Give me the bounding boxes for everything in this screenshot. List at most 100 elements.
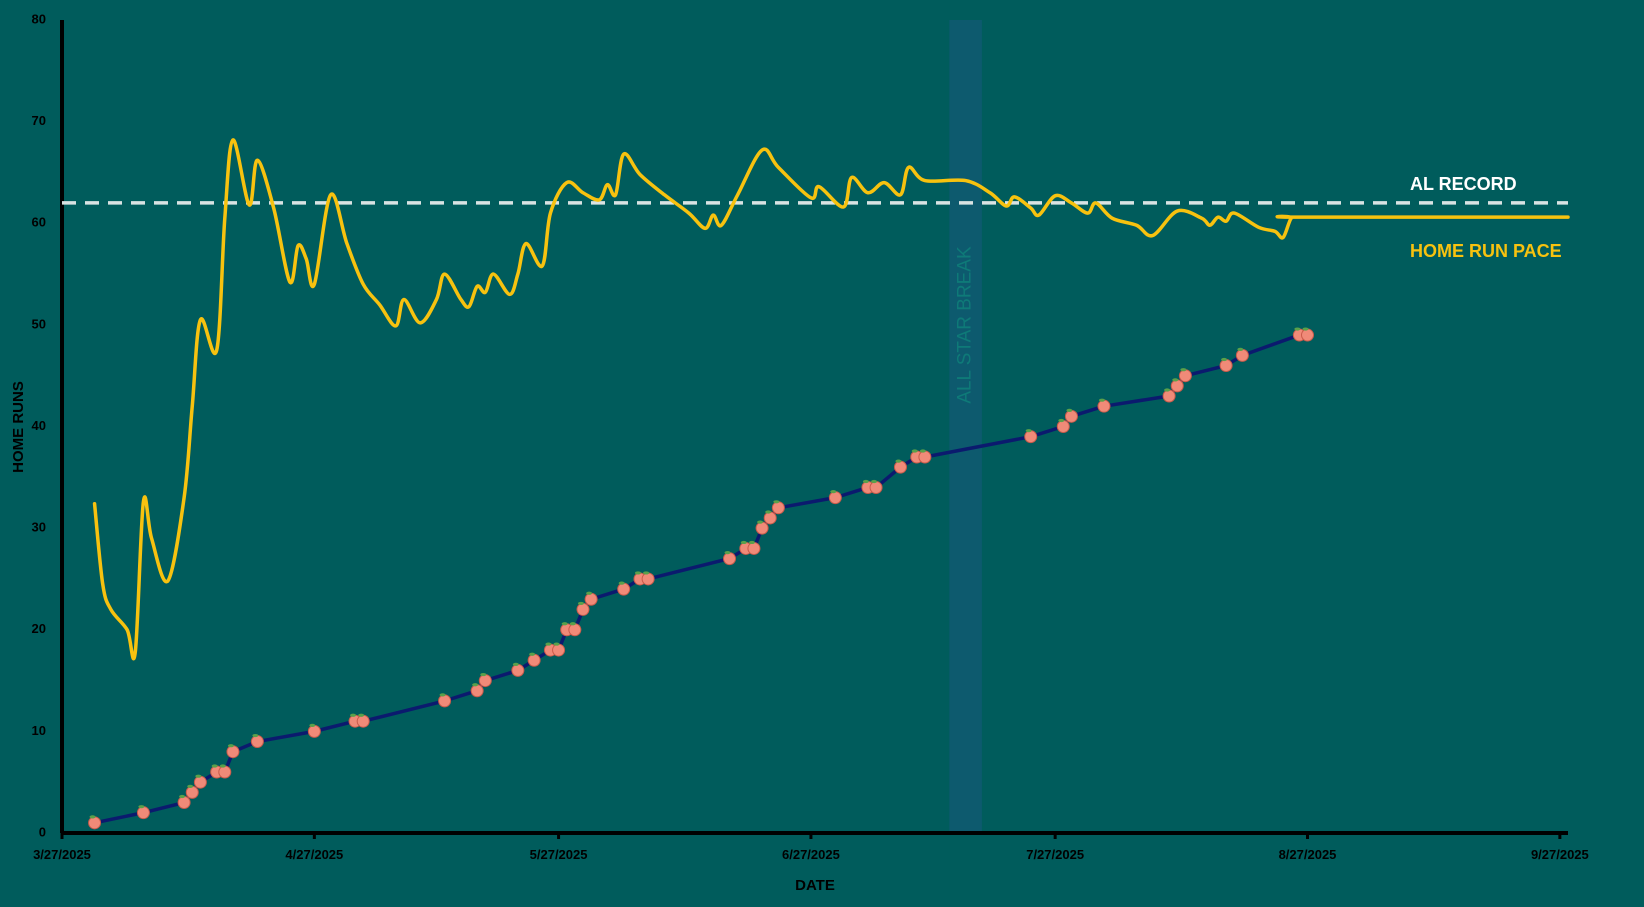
x-tick-label: 3/27/2025 <box>33 847 91 862</box>
peach-marker-body <box>356 714 370 728</box>
peach-marker-body <box>723 552 737 566</box>
peach-marker-leaf <box>1294 327 1301 331</box>
peach-marker-leaf <box>724 551 731 555</box>
axes: 0 10 20 30 40 50 60 70 80 3/27/2025 4/27/2025 5/27/… <box>10 11 1589 894</box>
peach-marker-leaf <box>187 784 194 788</box>
peach-marker-leaf <box>862 479 869 484</box>
peach-marker-leaf <box>618 581 625 585</box>
home-run-marker <box>576 601 590 616</box>
peach-marker-leaf <box>1221 357 1228 362</box>
peach-marker-leaf <box>472 683 479 687</box>
peach-marker-body <box>511 663 525 677</box>
peach-marker-leaf <box>545 642 552 646</box>
home-run-marker <box>584 591 598 606</box>
home-run-marker <box>1056 418 1070 433</box>
home-run-marker <box>1162 388 1176 403</box>
peach-marker-leaf <box>1025 429 1032 433</box>
home-run-marker <box>755 520 769 535</box>
peach-marker-leaf <box>634 571 641 575</box>
peach-marker-leaf <box>569 622 576 626</box>
peach-marker-body <box>828 491 842 505</box>
home-run-marker <box>1178 368 1192 383</box>
peach-marker-leaf <box>309 723 316 727</box>
peach-marker-leaf <box>195 774 202 778</box>
x-axis-title: DATE <box>795 877 835 894</box>
peach-marker-body <box>218 765 232 779</box>
peach-marker-leaf <box>1066 408 1073 412</box>
home-runs-series <box>88 327 1315 830</box>
peach-marker-body <box>1162 389 1176 403</box>
home-run-marker <box>828 490 842 505</box>
peach-marker-leaf <box>1164 388 1171 392</box>
home-run-marker <box>869 479 883 494</box>
home-run-marker <box>177 794 191 810</box>
home-run-marker <box>193 774 207 789</box>
home-run-marker <box>478 672 492 688</box>
y-axis-title: HOME RUNS <box>10 381 27 473</box>
home-run-marker <box>470 683 484 698</box>
y-tick-label: 20 <box>32 621 46 636</box>
x-tick-label: 7/27/2025 <box>1026 847 1084 862</box>
peach-marker-body <box>763 511 777 525</box>
peach-marker-leaf <box>512 662 519 667</box>
peach-marker-body <box>584 592 598 606</box>
peach-marker-body <box>1056 420 1070 433</box>
y-tick-label: 40 <box>32 418 46 433</box>
peach-marker-body <box>307 724 321 738</box>
peach-marker-body <box>1097 399 1111 413</box>
y-tick-label: 80 <box>32 11 46 26</box>
home-run-marker <box>226 744 240 759</box>
peach-marker-leaf <box>252 733 259 738</box>
home-run-marker <box>918 449 932 464</box>
x-tick-label: 9/27/2025 <box>1531 847 1589 862</box>
home-run-marker <box>763 510 777 525</box>
x-tick-label: 5/27/2025 <box>530 847 588 862</box>
peach-marker-body <box>869 480 883 494</box>
home-run-marker <box>527 652 541 667</box>
peach-marker-leaf <box>138 805 145 809</box>
peach-marker-leaf <box>358 713 365 717</box>
peach-marker-leaf <box>830 490 837 494</box>
peach-marker-leaf <box>911 449 918 453</box>
home-run-marker <box>617 581 631 596</box>
all-star-break-label: ALL STAR BREAK <box>955 246 976 404</box>
x-tick-label: 4/27/2025 <box>285 847 343 862</box>
peach-marker-body <box>568 623 582 637</box>
peach-marker-body <box>1170 379 1184 393</box>
peach-marker-body <box>576 602 590 616</box>
peach-marker-body <box>893 460 907 474</box>
peach-marker-body <box>185 785 199 799</box>
home-run-marker <box>1219 357 1233 373</box>
peach-marker-leaf <box>179 794 186 799</box>
al-record-label: AL RECORD <box>1410 174 1517 194</box>
peach-marker-leaf <box>553 642 560 646</box>
peach-marker-leaf <box>577 601 584 606</box>
home-run-marker <box>568 622 582 637</box>
home-run-marker <box>723 551 737 566</box>
home-run-marker <box>1064 408 1078 423</box>
home-run-marker <box>307 723 321 738</box>
home-run-marker <box>136 805 150 820</box>
peach-marker-leaf <box>773 500 780 504</box>
x-tick-label: 8/27/2025 <box>1279 847 1337 862</box>
peach-marker-leaf <box>895 459 902 463</box>
peach-marker-body <box>250 735 264 749</box>
home-run-marker <box>218 764 232 779</box>
peach-marker-leaf <box>529 652 536 656</box>
peach-marker-leaf <box>561 622 568 626</box>
peach-marker-body <box>438 694 452 708</box>
home-run-marker <box>1301 327 1315 342</box>
peach-marker-body <box>755 521 769 535</box>
peach-marker-leaf <box>1237 347 1244 351</box>
peach-marker-body <box>88 816 102 830</box>
peach-marker-body <box>1178 369 1192 383</box>
home-run-marker <box>1235 347 1249 362</box>
peach-marker-leaf <box>227 744 234 748</box>
peach-marker-body <box>641 572 655 586</box>
x-tick-label: 6/27/2025 <box>782 847 840 862</box>
home-run-marker <box>1024 429 1038 444</box>
home-run-marker <box>250 733 264 749</box>
peach-marker-body <box>918 450 932 464</box>
home-run-marker <box>511 662 525 677</box>
